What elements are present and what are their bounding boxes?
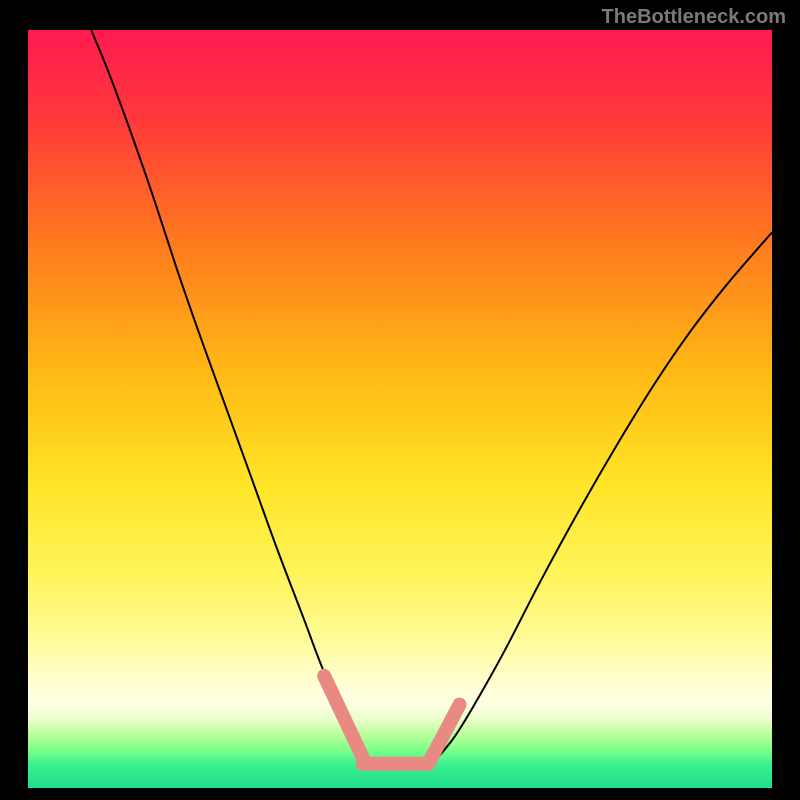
chart-frame [28, 30, 772, 788]
gradient-background [28, 30, 772, 788]
watermark-text: TheBottleneck.com [602, 6, 786, 29]
